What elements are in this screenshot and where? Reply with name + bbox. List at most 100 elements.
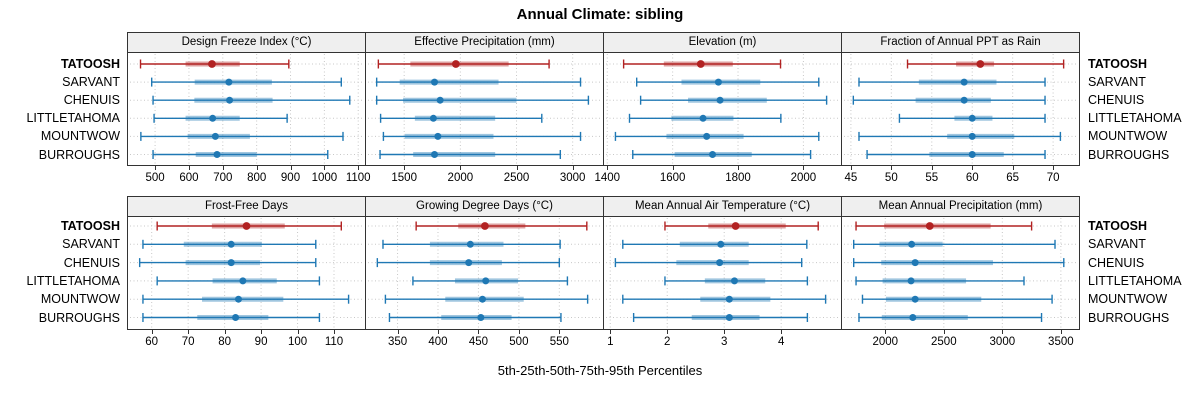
axis-tick-label: 45 bbox=[844, 172, 858, 184]
site-label-right: BURROUGHS bbox=[1088, 147, 1170, 162]
axis-tick-label: 2000 bbox=[872, 336, 899, 348]
axis-tick-label: 700 bbox=[213, 172, 233, 184]
panel-column: Fraction of Annual PPT as Rain 45 50 55 60 65… bbox=[841, 32, 1080, 192]
axis-tick-label: 55 bbox=[925, 172, 939, 184]
median-dot bbox=[209, 114, 217, 122]
median-dot bbox=[481, 222, 489, 230]
axis-tick-label: 900 bbox=[280, 172, 301, 184]
axis-tick-mark bbox=[850, 166, 852, 170]
median-dot bbox=[968, 114, 976, 122]
site-label-left: CHENUIS bbox=[63, 255, 120, 270]
median-dot bbox=[925, 222, 934, 230]
median-dot bbox=[451, 60, 460, 68]
site-label-left: LITTLETAHOMA bbox=[26, 273, 120, 288]
axis-tick-label: 1 bbox=[607, 336, 614, 348]
panel-canvas bbox=[130, 218, 363, 328]
panel-x-axis: 2000 2500 3000 3500 bbox=[841, 330, 1080, 356]
axis-tick-mark bbox=[781, 330, 783, 334]
median-dot bbox=[911, 295, 919, 303]
axis-tick-label: 600 bbox=[179, 172, 199, 184]
median-dot bbox=[968, 132, 976, 140]
median-dot bbox=[716, 96, 724, 104]
panel-strip-header: Elevation (m) bbox=[603, 32, 842, 53]
axis-tick-label: 100 bbox=[287, 336, 308, 348]
panel-x-axis: 500 600 700 800 900 1000 1100 bbox=[127, 166, 371, 192]
panel-column: Frost-Free Days 60 70 80 90 100 110 bbox=[127, 196, 366, 356]
panel-column: Mean Annual Precipitation (mm) 2000 2500 30… bbox=[841, 196, 1080, 356]
axis-tick-label: 1500 bbox=[391, 172, 417, 184]
axis-tick-label: 2000 bbox=[790, 172, 817, 184]
median-dot bbox=[699, 114, 707, 122]
axis-tick-mark bbox=[943, 330, 945, 334]
panel-plot-region bbox=[603, 53, 842, 166]
axis-tick-mark bbox=[518, 330, 520, 334]
axis-tick-label: 1000 bbox=[311, 172, 338, 184]
axis-tick-mark bbox=[572, 166, 574, 170]
median-dot bbox=[731, 222, 740, 230]
median-dot bbox=[730, 277, 738, 285]
panel-x-axis: 1 2 3 4 bbox=[603, 330, 842, 356]
median-dot bbox=[976, 60, 985, 68]
median-dot bbox=[227, 259, 235, 267]
axis-tick-label: 70 bbox=[181, 336, 195, 348]
site-label-right: LITTLETAHOMA bbox=[1088, 111, 1182, 126]
axis-tick-mark bbox=[297, 330, 299, 334]
median-dot bbox=[725, 314, 733, 321]
axis-tick-mark bbox=[404, 166, 406, 170]
axis-tick-mark bbox=[672, 166, 674, 170]
axis-tick-label: 4 bbox=[777, 336, 785, 348]
panel-strip-header: Frost-Free Days bbox=[127, 196, 366, 217]
axis-tick-label: 60 bbox=[965, 172, 979, 184]
axis-tick-mark bbox=[155, 166, 157, 170]
axis-tick-mark bbox=[1002, 330, 1004, 334]
axis-tick-label: 2 bbox=[664, 336, 671, 348]
panel-strip-header: Effective Precipitation (mm) bbox=[365, 32, 604, 53]
panel-strip-header: Mean Annual Air Temperature (°C) bbox=[603, 196, 842, 217]
site-label-left: MOUNTWOW bbox=[40, 292, 120, 307]
site-label-right: MOUNTWOW bbox=[1088, 129, 1168, 144]
axis-tick-label: 800 bbox=[247, 172, 267, 184]
axis-tick-label: 60 bbox=[145, 336, 159, 348]
median-dot bbox=[482, 277, 490, 285]
panel-plot-region bbox=[841, 217, 1080, 330]
panel-column: Mean Annual Air Temperature (°C) 1 2 3 4 bbox=[603, 196, 842, 356]
site-label-right: TATOOSH bbox=[1088, 219, 1148, 233]
panel-x-axis: 1400 1600 1800 2000 bbox=[594, 166, 842, 192]
median-dot bbox=[960, 78, 968, 86]
axis-tick-mark bbox=[478, 330, 480, 334]
site-label-right: SARVANT bbox=[1088, 75, 1146, 90]
site-label-left: TATOOSH bbox=[60, 219, 120, 233]
panel-canvas bbox=[130, 54, 363, 164]
panel-column: Growing Degree Days (°C) 350 400 450 500 550 bbox=[365, 196, 604, 356]
median-dot bbox=[960, 96, 968, 104]
axis-tick-mark bbox=[891, 166, 893, 170]
axis-tick-mark bbox=[559, 330, 561, 334]
median-dot bbox=[211, 132, 219, 140]
axis-tick-label: 80 bbox=[218, 336, 231, 348]
median-dot bbox=[709, 151, 717, 158]
panel-column: Elevation (m) 1400 1600 1800 2000 bbox=[594, 32, 842, 192]
panel-canvas bbox=[844, 218, 1077, 328]
axis-tick-mark bbox=[397, 330, 399, 334]
median-dot bbox=[716, 259, 724, 267]
axis-tick-label: 3 bbox=[721, 336, 728, 348]
panel-x-axis: 1500 2000 2500 3000 bbox=[365, 166, 604, 192]
site-label-left: BURROUGHS bbox=[38, 147, 120, 162]
panel-strip-header: Mean Annual Precipitation (mm) bbox=[841, 196, 1080, 217]
panel-strip-header: Growing Degree Days (°C) bbox=[365, 196, 604, 217]
axis-tick-label: 350 bbox=[387, 336, 408, 348]
axis-tick-mark bbox=[724, 330, 726, 334]
axis-tick-mark bbox=[931, 166, 933, 170]
axis-tick-mark bbox=[437, 330, 439, 334]
panel-x-axis: 60 70 80 90 100 110 bbox=[127, 330, 366, 356]
panel-plot-region bbox=[841, 53, 1080, 166]
axis-tick-label: 65 bbox=[1006, 172, 1020, 184]
axis-tick-mark bbox=[1060, 330, 1062, 334]
axis-tick-mark bbox=[224, 330, 226, 334]
median-dot bbox=[907, 277, 915, 285]
axis-tick-label: 3000 bbox=[559, 172, 586, 184]
axis-tick-label: 1600 bbox=[659, 172, 686, 184]
median-dot bbox=[213, 151, 221, 158]
median-dot bbox=[436, 96, 444, 104]
